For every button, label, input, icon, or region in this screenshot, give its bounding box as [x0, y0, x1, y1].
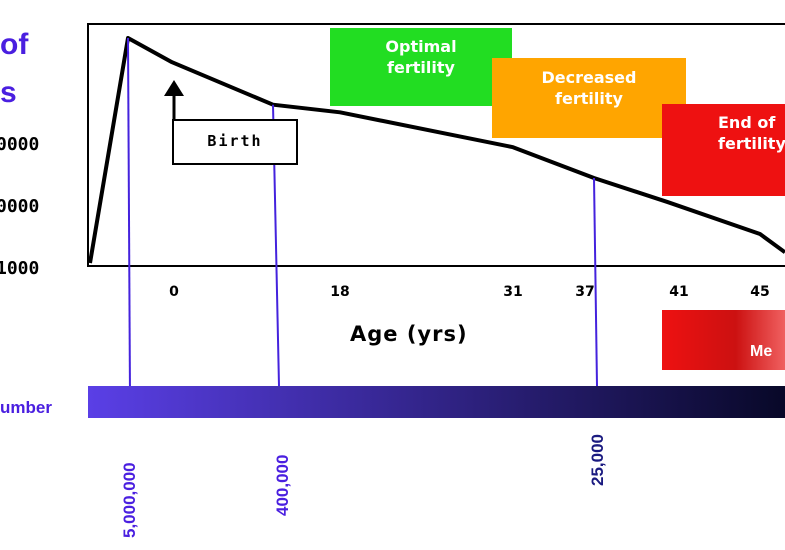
decreased-label-1: Decreased — [541, 68, 637, 87]
y-tick-label: 1000 — [0, 258, 40, 279]
x-tick-label: 18 — [330, 284, 350, 300]
optimal-label-1: Optimal — [385, 37, 457, 56]
decreased-label-2: fertility — [555, 89, 623, 108]
menopause-label: Me — [750, 343, 773, 360]
y-tick-label: 0000 — [0, 134, 40, 155]
x-axis-label: Age (yrs) — [350, 322, 468, 346]
optimal-fertility-box: Optimal fertility — [330, 28, 512, 106]
chart-title-line1: of — [0, 28, 29, 61]
decreased-fertility-box: Decreased fertility — [492, 58, 686, 138]
data-line — [88, 36, 785, 264]
end-label-2: fertility — [718, 134, 785, 153]
x-tick-label: 37 — [575, 284, 595, 300]
guide-line — [593, 177, 598, 387]
optimal-label-2: fertility — [387, 58, 455, 77]
guide-line — [127, 37, 131, 399]
number-bar — [88, 386, 785, 418]
end-fertility-box: End of fertility — [662, 104, 785, 196]
number-bar-label: umber — [0, 398, 52, 417]
x-tick-label: 0 — [169, 284, 179, 300]
menopause-box: Me — [662, 310, 785, 370]
chart-title-line2: s — [0, 76, 17, 109]
y-tick-label: 0000 — [0, 196, 40, 217]
x-tick-label: 41 — [669, 284, 689, 300]
marker-value: 400,000 — [273, 454, 292, 516]
marker-value: 5,000,000 — [120, 462, 139, 538]
plot-frame — [87, 23, 785, 267]
end-label-1: End of — [718, 113, 776, 132]
birth-label: Birth — [207, 132, 263, 150]
x-tick-label: 31 — [503, 284, 523, 300]
birth-arrow-head — [164, 80, 184, 96]
birth-label-box — [172, 119, 298, 165]
x-tick-label: 45 — [750, 284, 770, 300]
marker-value: 25,000 — [588, 434, 607, 486]
